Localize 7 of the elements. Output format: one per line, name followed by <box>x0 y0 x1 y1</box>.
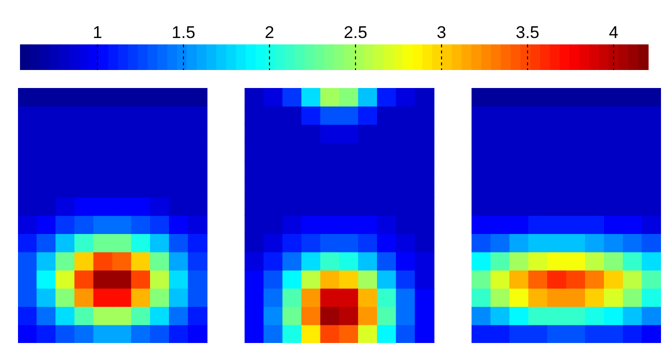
color-bar-label: 2 <box>264 22 274 42</box>
color-bar-label: 3.5 <box>516 22 540 42</box>
color-bar-label: 1 <box>92 22 102 42</box>
color-bar-label: 4 <box>608 22 618 42</box>
color-bar-label: 2.5 <box>344 22 368 42</box>
color-bar-label: 3 <box>436 22 446 42</box>
color-bar-label: 1.5 <box>172 22 196 42</box>
